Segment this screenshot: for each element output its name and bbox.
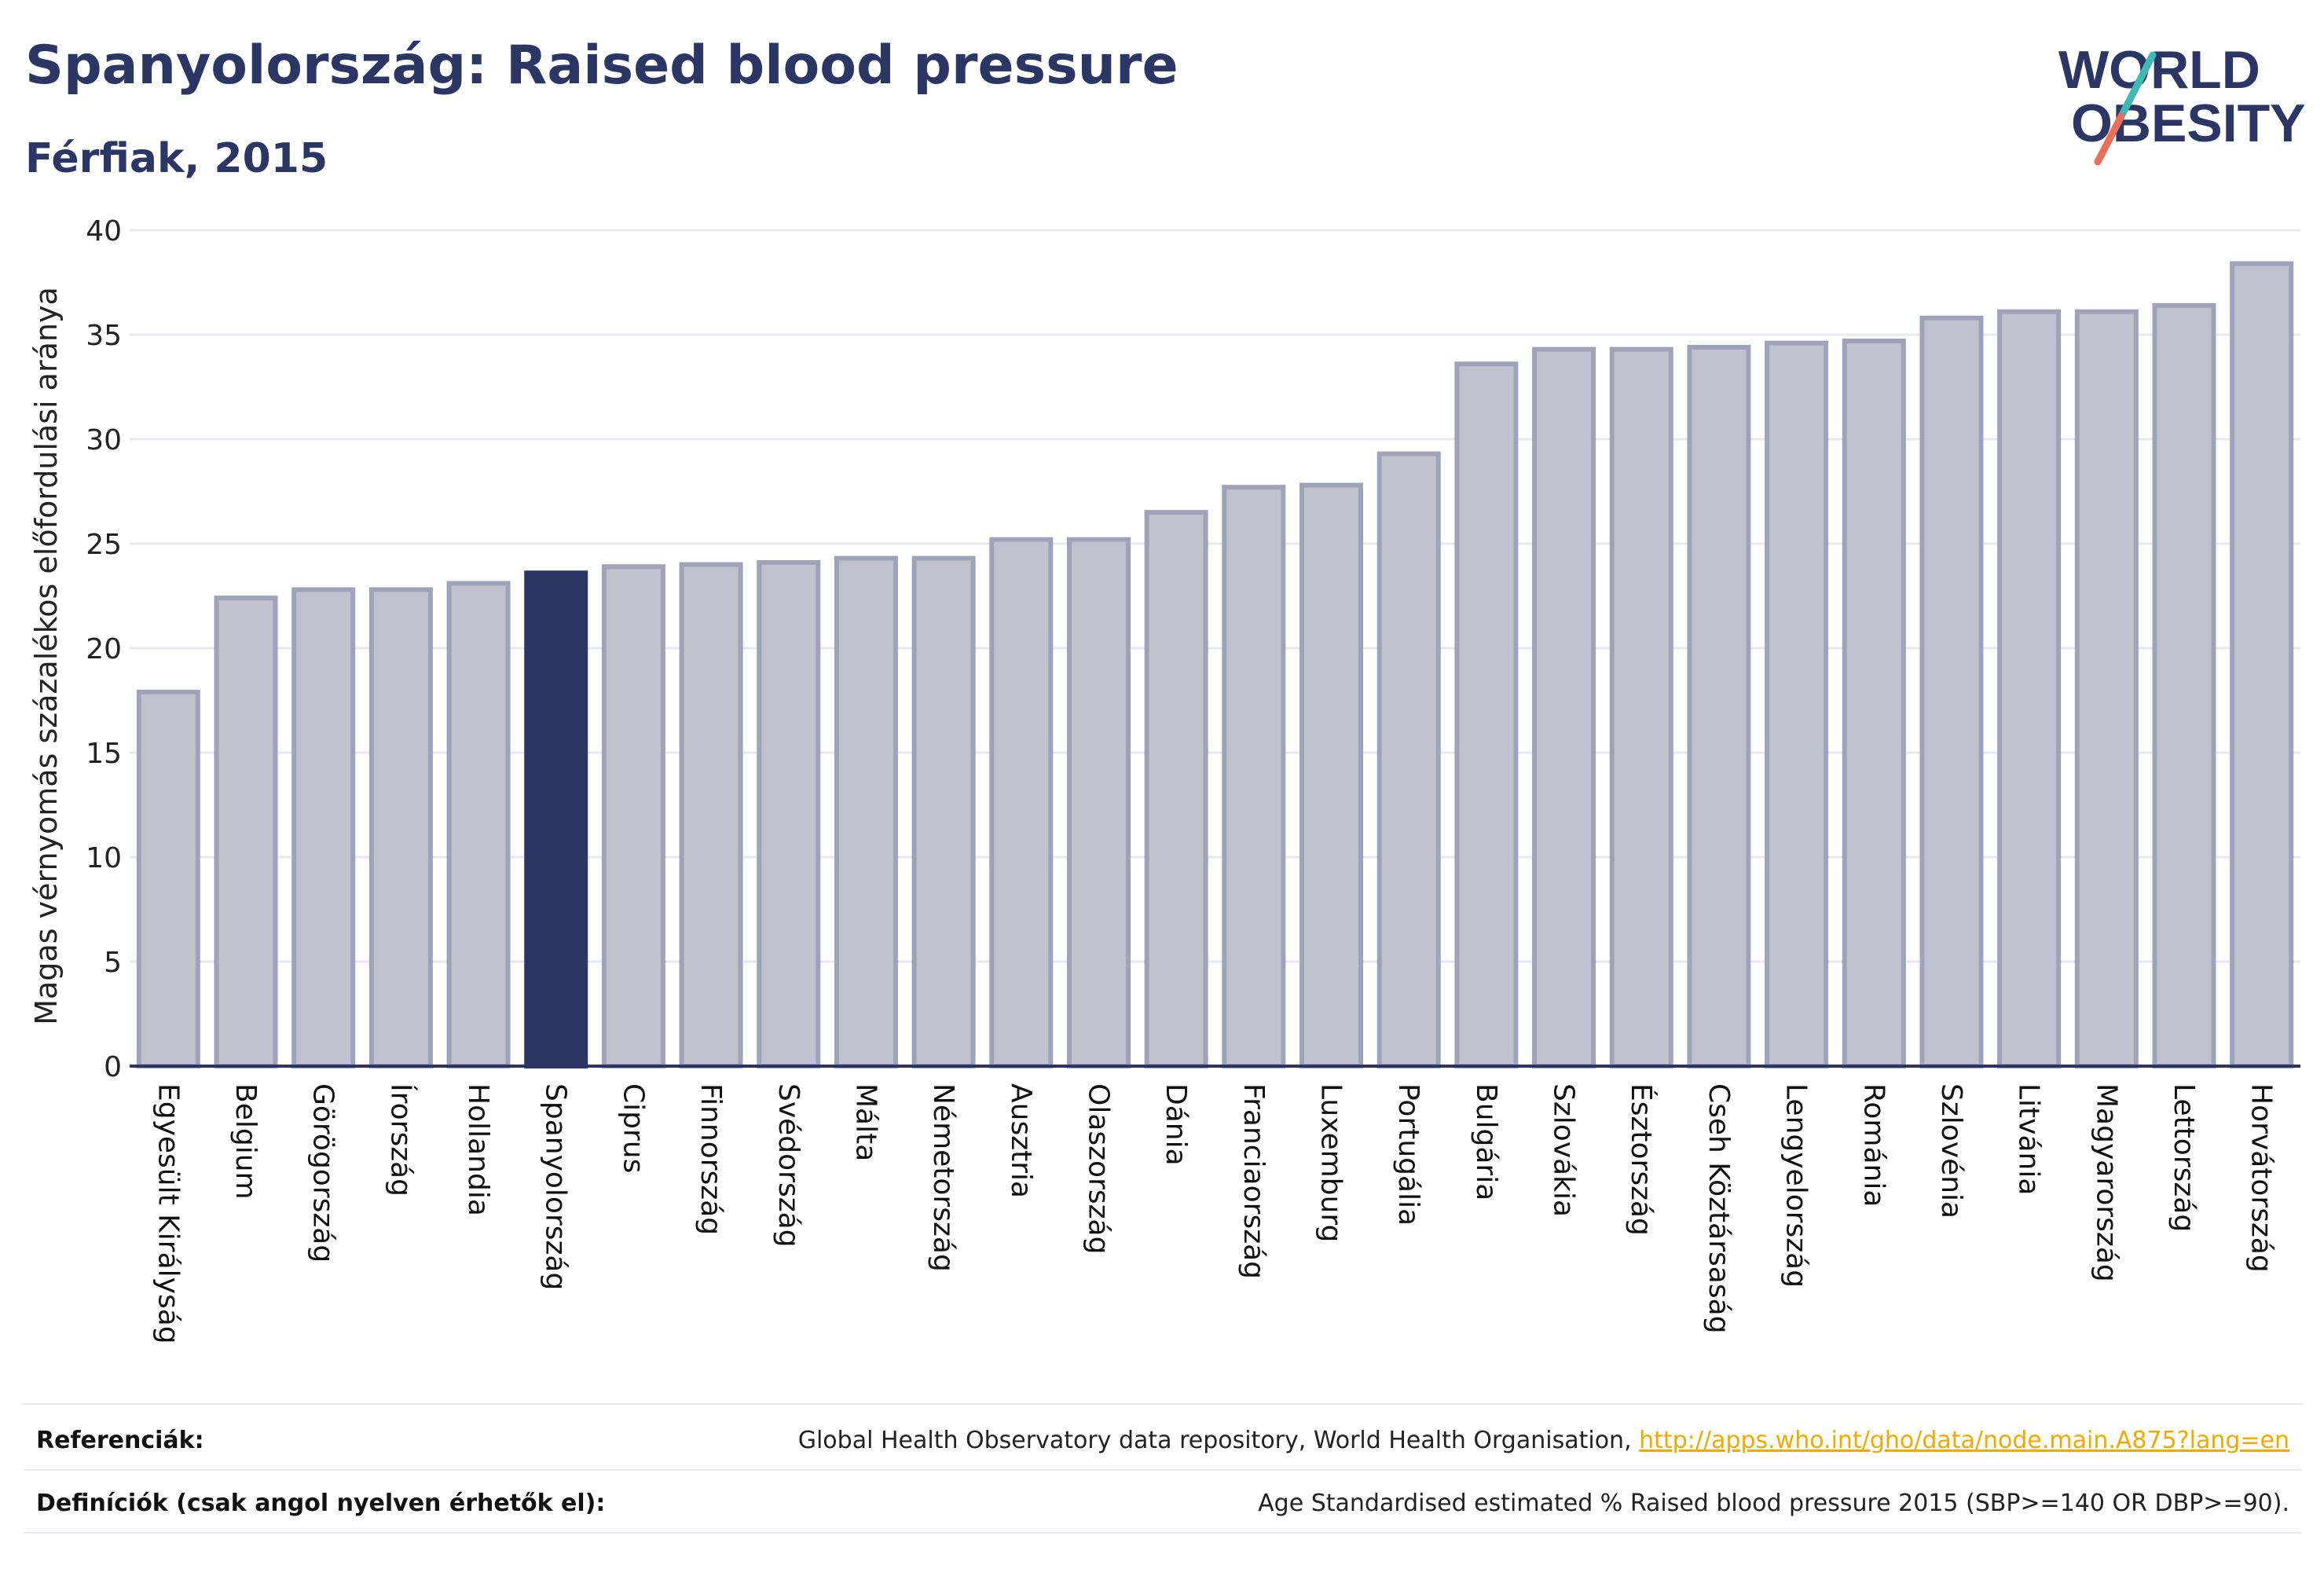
x-tick-label: Szlovénia <box>1935 1083 1967 1219</box>
bar <box>1222 485 1286 1068</box>
bar <box>1299 482 1364 1068</box>
bar <box>1609 346 1673 1068</box>
footer-divider <box>24 1532 2302 1534</box>
bar <box>2230 261 2294 1068</box>
x-tick-label: Görögország <box>307 1083 339 1263</box>
x-tick-label: Hollandia <box>462 1083 494 1216</box>
references-source: Global Health Observatory data repositor… <box>797 1427 1640 1454</box>
logo-line1: WORLD <box>2058 40 2260 100</box>
definitions-label: Definíciók (csak angol nyelven érhetők e… <box>36 1490 606 1517</box>
x-tick-label: Bulgária <box>1470 1083 1502 1200</box>
x-tick-label: Belgium <box>229 1083 262 1200</box>
x-tick-label: Portugália <box>1392 1083 1424 1226</box>
y-axis-title: Magas vérnyomás százalékos előfordulási … <box>29 287 64 1024</box>
bar <box>1842 338 1906 1069</box>
x-tick-label: Németország <box>927 1083 959 1272</box>
references-link[interactable]: http://apps.who.int/gho/data/node.main.A… <box>1639 1427 2289 1454</box>
y-tick-label: 0 <box>104 1051 122 1083</box>
page-subtitle: Férfiak, 2015 <box>25 135 328 182</box>
x-tick-label: Írország <box>384 1083 417 1197</box>
logo-slash-teal <box>2117 51 2157 120</box>
y-tick-label: 25 <box>86 529 122 561</box>
definitions-text: Age Standardised estimated % Raised bloo… <box>1258 1490 2289 1517</box>
bar <box>1919 315 1984 1069</box>
x-tick-label: Ciprus <box>617 1083 649 1173</box>
y-tick-label: 40 <box>86 215 122 247</box>
bar <box>1376 451 1441 1068</box>
bar <box>989 537 1054 1068</box>
bar <box>368 587 433 1068</box>
bar <box>757 559 821 1068</box>
bar <box>1144 510 1208 1068</box>
y-tick-label: 15 <box>86 738 122 770</box>
x-tick-label: Franciaország <box>1237 1083 1270 1279</box>
bar <box>291 587 356 1068</box>
bar <box>1997 309 2062 1068</box>
y-tick-label: 5 <box>104 947 122 979</box>
bar <box>1454 361 1519 1068</box>
y-tick-label: 10 <box>86 842 122 874</box>
world-obesity-logo: WORLD OBESITY <box>2058 40 2306 166</box>
x-tick-label: Svédország <box>772 1083 805 1248</box>
references-label: Referenciák: <box>36 1427 204 1454</box>
bar <box>2152 302 2216 1068</box>
x-tick-label: Dánia <box>1160 1083 1192 1166</box>
bar <box>1765 340 1829 1068</box>
bar <box>601 564 665 1068</box>
page-title: Spanyolország: Raised blood pressure <box>25 35 1178 97</box>
x-tick-label: Lettország <box>2168 1083 2200 1232</box>
x-tick-label: Olaszország <box>1082 1083 1114 1254</box>
logo-slash-coral <box>2094 112 2125 166</box>
x-tick-label: Egyesült Királyság <box>152 1083 184 1344</box>
x-tick-label: Luxemburg <box>1315 1083 1347 1242</box>
x-tick-label: Észtország <box>1625 1083 1658 1236</box>
bar-chart: 0 5 10 15 20 25 30 35 40 Magas vérnyomás százalék… <box>29 215 2300 1344</box>
bar <box>136 689 200 1068</box>
x-tick-label: Lengyelország <box>1780 1083 1813 1288</box>
x-tick-label: Horvátország <box>2245 1083 2278 1273</box>
references-text: Global Health Observatory data repositor… <box>798 1427 2289 1454</box>
footer-divider <box>24 1403 2302 1405</box>
x-tick-label: Málta <box>849 1083 882 1161</box>
y-tick-label: 35 <box>86 320 122 352</box>
x-tick-label: Spanyolország <box>540 1083 572 1290</box>
bar-highlight <box>524 570 588 1068</box>
x-tick-label: Finnország <box>695 1083 727 1235</box>
x-tick-label: Magyarország <box>2090 1083 2122 1282</box>
bar <box>911 555 976 1068</box>
bar <box>2074 309 2139 1068</box>
x-tick-label: Románia <box>1857 1083 1890 1207</box>
bar <box>679 562 743 1068</box>
bar <box>214 596 278 1068</box>
x-tick-label: Litvánia <box>2013 1083 2045 1195</box>
y-tick-label: 20 <box>86 633 122 665</box>
bar <box>1066 537 1131 1068</box>
x-tick-label: Cseh Köztársaság <box>1703 1083 1735 1334</box>
y-tick-label: 30 <box>86 424 122 456</box>
bar <box>1532 346 1596 1068</box>
bar <box>834 555 898 1068</box>
x-tick-label: Ausztria <box>1005 1083 1037 1198</box>
footer-divider <box>24 1469 2302 1471</box>
bar <box>446 581 511 1068</box>
x-tick-label: Szlovákia <box>1548 1083 1580 1217</box>
bar <box>1687 344 1751 1068</box>
